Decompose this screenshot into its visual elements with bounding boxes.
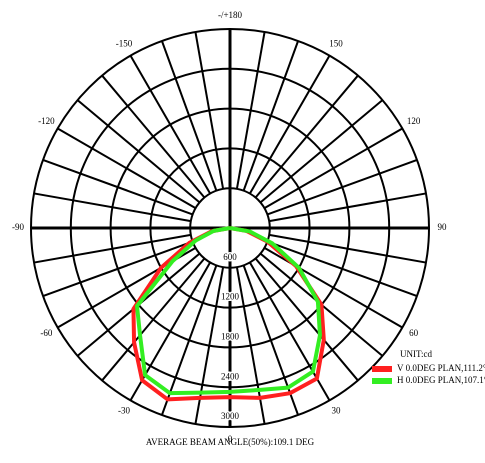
grid-spoke <box>269 192 427 223</box>
grid-spoke <box>42 240 193 298</box>
angle-tick-label: 60 <box>409 328 419 338</box>
angle-tick-label: 0 <box>228 434 233 444</box>
grid-spoke <box>267 240 418 298</box>
grid-spoke <box>33 192 191 223</box>
grid-spoke <box>76 99 201 204</box>
legend-swatch <box>372 378 392 384</box>
grid-spoke <box>101 74 206 199</box>
grid-spoke <box>129 261 211 401</box>
angle-tick-label: 150 <box>329 38 343 48</box>
grid-spoke <box>249 55 331 195</box>
grid-spoke <box>242 265 300 416</box>
grid-spoke <box>42 158 193 216</box>
grid-spoke <box>235 31 266 189</box>
grid-spoke <box>194 31 225 189</box>
legend-swatch <box>372 366 392 372</box>
grid-spoke <box>259 99 384 204</box>
grid-spoke <box>129 55 211 195</box>
radial-tick-label: 1800 <box>221 331 240 341</box>
beam-angle-annotation: AVERAGE BEAM ANGLE(50%):109.1 DEG <box>146 437 315 447</box>
grid-spoke <box>242 40 300 191</box>
angle-tick-label: 90 <box>438 222 448 232</box>
angle-tick-label: 120 <box>407 116 421 126</box>
radial-tick-label: 600 <box>223 252 237 262</box>
radial-tick-label: 2400 <box>221 371 240 381</box>
grid-spoke <box>101 257 206 382</box>
angle-tick-label: -90 <box>12 222 24 232</box>
grid-spoke <box>254 257 359 382</box>
angle-tick-label: -30 <box>118 406 130 416</box>
grid-spoke <box>269 233 427 264</box>
angle-tick-label: -60 <box>40 328 52 338</box>
angle-tick-label: 30 <box>332 406 342 416</box>
grid-spoke <box>33 233 191 264</box>
grid-spoke <box>160 40 218 191</box>
grid-spoke <box>267 158 418 216</box>
legend-label: H 0.0DEG PLAN,107.1° <box>397 375 485 385</box>
radial-tick-label: 1200 <box>221 292 240 302</box>
radial-tick-label: 3000 <box>221 411 240 421</box>
angle-tick-label: -150 <box>116 38 133 48</box>
grid-spoke <box>263 127 403 209</box>
grid-spoke <box>254 74 359 199</box>
intensity-curve <box>135 226 322 396</box>
grid-spoke <box>160 265 218 416</box>
angle-tick-label: -120 <box>38 116 55 126</box>
angle-tick-label: -/+180 <box>218 10 243 20</box>
legend-label: V 0.0DEG PLAN,111.2° <box>397 363 485 373</box>
unit-label: UNIT:cd <box>400 349 433 359</box>
grid-spoke <box>57 127 197 209</box>
